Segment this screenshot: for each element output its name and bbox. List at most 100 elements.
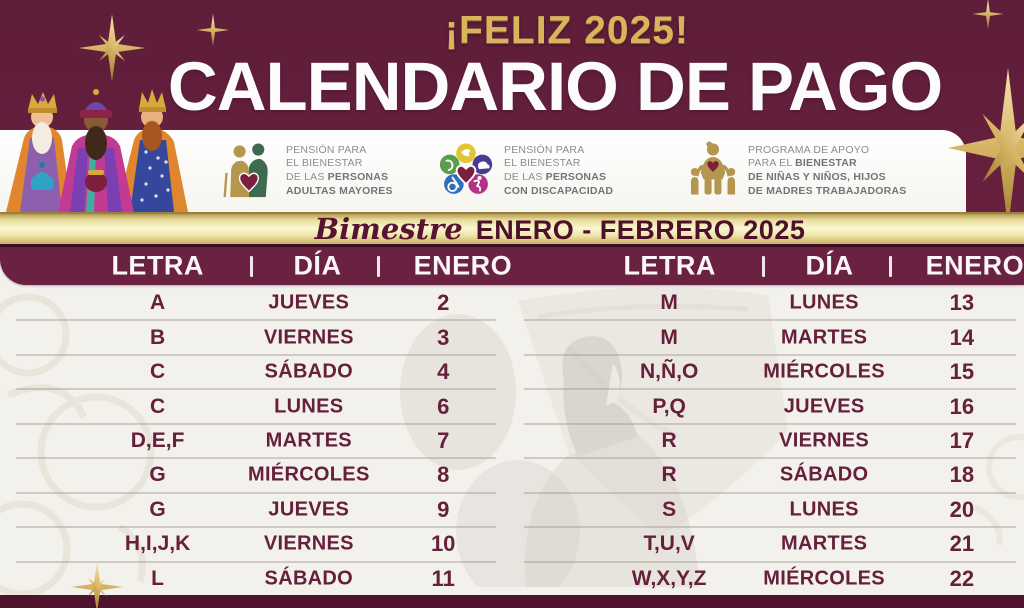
- cell-enero: 10: [430, 531, 456, 557]
- cell-dia: LUNES: [789, 498, 859, 521]
- floral-pattern-watermark: [0, 293, 155, 597]
- cell-dia: SÁBADO: [264, 567, 354, 590]
- cell-dia: LUNES: [789, 291, 859, 314]
- cell-letra: T,U,V: [643, 532, 695, 556]
- cell-enero: 15: [949, 359, 975, 385]
- cell-dia: MARTES: [265, 429, 352, 452]
- program-text-line: DE LAS: [286, 171, 328, 183]
- cell-letra: N,Ñ,O: [639, 360, 699, 384]
- table-row: W,X,Y,Z MIÉRCOLES 22: [524, 560, 1016, 595]
- bottom-strip: [0, 595, 1024, 608]
- column-header-enero: ENERO: [413, 250, 513, 281]
- program-text-line: PENSIÓN PARA: [286, 143, 367, 156]
- column-divider: [888, 256, 892, 277]
- gold-star-icon: [948, 68, 1024, 228]
- cell-letra: G: [149, 463, 166, 487]
- cell-enero: 8: [437, 462, 450, 488]
- table-row: C LUNES 6: [16, 388, 496, 422]
- cell-enero: 21: [949, 531, 975, 557]
- cell-enero: 17: [949, 427, 975, 453]
- column-header-enero: ENERO: [925, 250, 1024, 281]
- cell-letra: M: [660, 291, 678, 315]
- cell-letra: R: [661, 463, 677, 487]
- greeting-text: ¡FELIZ 2025!: [445, 9, 689, 52]
- bimestre-period: ENERO - FEBRERO 2025: [475, 215, 806, 245]
- cell-dia: VIERNES: [779, 429, 870, 452]
- table-row: T,U,V MARTES 21: [524, 526, 1016, 560]
- gold-star-icon: [972, 0, 1004, 30]
- cell-letra: H,I,J,K: [124, 532, 191, 556]
- gold-star-icon: [71, 561, 123, 608]
- cell-enero: 2: [437, 290, 450, 316]
- program-madres-trabajadoras: PROGRAMA DE APOYO PARA EL BIENESTAR DE N…: [688, 141, 906, 201]
- program-label: PROGRAMA DE APOYO PARA EL BIENESTAR DE N…: [748, 143, 907, 197]
- cell-enero: 9: [437, 496, 450, 522]
- column-divider: [761, 256, 765, 277]
- table-row: P,Q JUEVES 16: [524, 388, 1016, 422]
- floral-pattern-watermark: [972, 434, 1024, 546]
- table-row: R VIERNES 17: [524, 422, 1016, 457]
- program-text-line: PENSIÓN PARA: [504, 143, 585, 156]
- cell-dia: SÁBADO: [779, 463, 869, 486]
- table-header-right: LETRA DÍA ENERO: [512, 247, 1024, 285]
- woman-with-flag-watermark: [400, 287, 788, 587]
- cell-letra: D,E,F: [130, 428, 185, 452]
- cell-dia: SÁBADO: [264, 360, 354, 383]
- cell-letra: A: [150, 291, 166, 315]
- table-row: C SÁBADO 4: [16, 353, 496, 388]
- program-adultos-mayores: PENSIÓN PARA EL BIENESTAR DE LAS PERSONA…: [220, 141, 393, 201]
- table-row: L SÁBADO 11: [16, 560, 496, 595]
- payment-table-right: M LUNES 13 M MARTES 14 N,Ñ,O MIÉRCOLES 15 P,Q JUEV…: [512, 285, 1024, 595]
- cell-enero: 13: [949, 290, 975, 316]
- table-row: D,E,F MARTES 7: [16, 422, 496, 457]
- cell-dia: VIERNES: [263, 532, 354, 555]
- program-text-line: PROGRAMA DE APOYO: [748, 143, 870, 156]
- cell-letra: C: [150, 394, 166, 418]
- cell-letra: S: [662, 497, 677, 521]
- table-row: M LUNES 13: [524, 287, 1016, 319]
- cell-dia: MIÉRCOLES: [763, 360, 885, 383]
- cell-dia: JUEVES: [783, 395, 865, 418]
- cell-dia: JUEVES: [268, 498, 350, 521]
- cell-letra: R: [661, 428, 677, 452]
- table-row: S LUNES 20: [524, 491, 1016, 526]
- column-header-dia: DÍA: [293, 250, 342, 281]
- gold-star-icon: [196, 13, 230, 47]
- table-row: M MARTES 14: [524, 319, 1016, 353]
- cell-dia: MIÉRCOLES: [247, 463, 370, 486]
- disability-flower-heart-icon: [439, 143, 493, 194]
- gold-star-icon: [78, 14, 146, 82]
- cell-dia: VIERNES: [263, 326, 354, 349]
- cell-letra: L: [151, 566, 165, 590]
- program-text-line: EL BIENESTAR: [286, 157, 363, 170]
- table-header-band: LETRA DÍA ENERO LETRA DÍA ENERO: [0, 247, 1024, 285]
- column-header-letra: LETRA: [623, 250, 716, 281]
- column-header-letra: LETRA: [111, 250, 204, 281]
- payment-table-area: LETRA DÍA ENERO LETRA DÍA ENERO A JUEVES 2…: [0, 247, 1024, 597]
- page-title: CALENDARIO DE PAGO: [167, 48, 943, 125]
- table-row: H,I,J,K VIERNES 10: [16, 526, 496, 560]
- bimestre-band: Bimestre ENERO - FEBRERO 2025: [0, 212, 1024, 247]
- cell-enero: 4: [437, 359, 450, 385]
- mother-children-heart-icon: [690, 141, 736, 195]
- elderly-couple-heart-icon: [223, 143, 268, 198]
- column-divider: [249, 256, 253, 277]
- payment-table-left: A JUEVES 2 B VIERNES 3 C SÁBADO 4 C LUNES 6 D,E,F MAR…: [0, 285, 512, 595]
- cell-dia: LUNES: [274, 395, 344, 418]
- three-wise-men-illustration: [6, 89, 188, 212]
- cell-enero: 14: [949, 324, 975, 350]
- program-label: PENSIÓN PARA EL BIENESTAR DE LAS PERSONA…: [286, 143, 393, 197]
- program-text-line: EL BIENESTAR: [504, 157, 581, 170]
- cell-enero: 20: [949, 496, 975, 522]
- table-row: G JUEVES 9: [16, 491, 496, 526]
- bimestre-label: Bimestre: [314, 212, 463, 246]
- column-divider: [376, 256, 380, 277]
- cell-dia: JUEVES: [268, 291, 350, 314]
- table-header-left: LETRA DÍA ENERO: [0, 247, 512, 285]
- column-header-dia: DÍA: [805, 250, 854, 281]
- cell-letra: P,Q: [652, 394, 686, 418]
- cell-enero: 7: [437, 427, 450, 453]
- table-row: R SÁBADO 18: [524, 457, 1016, 491]
- table-row: G MIÉRCOLES 8: [16, 457, 496, 491]
